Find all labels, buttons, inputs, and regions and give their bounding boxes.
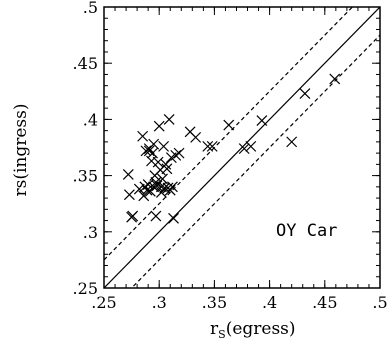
data-point (190, 131, 202, 143)
data-point (122, 169, 134, 180)
y-tick-label: .3 (83, 223, 98, 242)
equality-line (104, 7, 380, 288)
data-point (142, 179, 154, 191)
data-point (238, 143, 250, 155)
data-point (286, 136, 298, 148)
data-point (147, 147, 159, 159)
data-point (148, 138, 160, 150)
data-points (122, 73, 341, 224)
data-point (137, 130, 149, 142)
data-point (138, 190, 150, 202)
data-point (150, 210, 162, 222)
data-point (163, 113, 175, 125)
data-point (170, 149, 182, 161)
data-point (168, 212, 179, 224)
y-tick-label: .4 (83, 110, 98, 129)
data-point (299, 88, 311, 99)
x-axis-ticks: .25 .3 .35 .4 .45 .5 (91, 7, 387, 312)
plot-frame (103, 6, 381, 289)
data-point (155, 187, 167, 198)
dashed-bound-line-1 (104, 7, 354, 261)
y-axis-label: rs(ingress) (11, 103, 31, 196)
x-tick-label: .3 (152, 293, 167, 312)
x-tick-label: .25 (91, 293, 116, 312)
data-point (123, 189, 135, 201)
annotation-oy-car: OY Car (276, 221, 337, 241)
x-axis-label-rest: (egress) (226, 319, 296, 339)
data-point (160, 158, 172, 170)
y-tick-label: .45 (73, 54, 98, 73)
data-point (161, 163, 173, 175)
data-point (152, 156, 164, 168)
data-point (245, 140, 257, 152)
data-point (256, 115, 268, 126)
x-tick-label: .4 (262, 293, 277, 312)
y-tick-label: .5 (83, 0, 98, 17)
data-point (157, 173, 168, 185)
data-point (150, 176, 162, 188)
y-axis-ticks: .25 .3 .35 .4 .45 .5 (73, 0, 380, 298)
data-point (206, 140, 218, 152)
data-point (153, 120, 165, 132)
x-tick-label: .35 (202, 293, 227, 312)
data-point (126, 211, 138, 223)
data-point (158, 140, 170, 152)
reference-lines (104, 7, 380, 288)
x-axis-label: rS(egress) (210, 319, 296, 341)
data-point (151, 180, 163, 192)
data-point (329, 73, 341, 85)
data-point (223, 119, 235, 131)
data-point (164, 184, 176, 196)
y-tick-label: .35 (73, 167, 98, 186)
data-point (140, 145, 152, 157)
data-point (143, 145, 155, 157)
data-point (173, 147, 185, 159)
data-point (144, 185, 156, 197)
x-tick-label: .45 (312, 293, 337, 312)
data-point (202, 140, 214, 152)
dashed-bound-line-2 (130, 34, 380, 288)
x-axis-label-main: r (210, 319, 219, 339)
x-axis-label-subscript: S (218, 328, 226, 341)
y-tick-label: .25 (73, 279, 98, 298)
x-tick-label: .5 (372, 293, 387, 312)
data-point (139, 181, 151, 193)
data-point (167, 181, 178, 193)
